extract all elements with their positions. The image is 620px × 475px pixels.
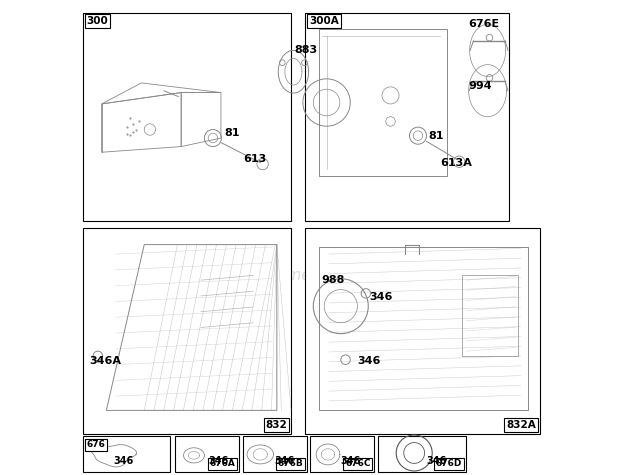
Text: 346: 346 <box>275 456 294 466</box>
Bar <box>175 437 239 472</box>
Text: 346: 346 <box>426 456 446 466</box>
Bar <box>82 437 170 472</box>
Text: 832A: 832A <box>506 420 536 430</box>
Text: 988: 988 <box>322 275 345 285</box>
Text: 676C: 676C <box>345 459 371 468</box>
Text: 676E: 676E <box>469 19 500 29</box>
Bar <box>305 228 539 434</box>
Text: 613A: 613A <box>440 158 472 168</box>
Bar <box>305 12 509 221</box>
Text: 300: 300 <box>86 16 108 26</box>
Text: 346A: 346A <box>90 356 122 366</box>
Text: 613: 613 <box>244 154 267 164</box>
Bar <box>82 12 291 221</box>
Text: 676D: 676D <box>436 459 462 468</box>
Text: 676: 676 <box>86 440 105 449</box>
Bar <box>82 228 291 434</box>
Bar <box>243 437 307 472</box>
Text: 832: 832 <box>265 420 287 430</box>
Text: 994: 994 <box>469 81 492 91</box>
Text: 883: 883 <box>295 46 318 56</box>
Bar <box>461 276 518 356</box>
Text: 300A: 300A <box>309 16 339 26</box>
Text: 346: 346 <box>369 292 392 302</box>
Text: 346: 346 <box>357 356 381 366</box>
Text: 676B: 676B <box>277 459 303 468</box>
Text: 346: 346 <box>113 456 134 466</box>
Text: 346: 346 <box>341 456 361 466</box>
Text: 81: 81 <box>224 128 241 138</box>
Text: 346: 346 <box>208 456 228 466</box>
Text: eReplacementParts.com: eReplacementParts.com <box>216 268 404 283</box>
Bar <box>311 437 374 472</box>
Text: 81: 81 <box>428 131 444 141</box>
Bar <box>378 437 466 472</box>
Text: 676A: 676A <box>210 459 235 468</box>
